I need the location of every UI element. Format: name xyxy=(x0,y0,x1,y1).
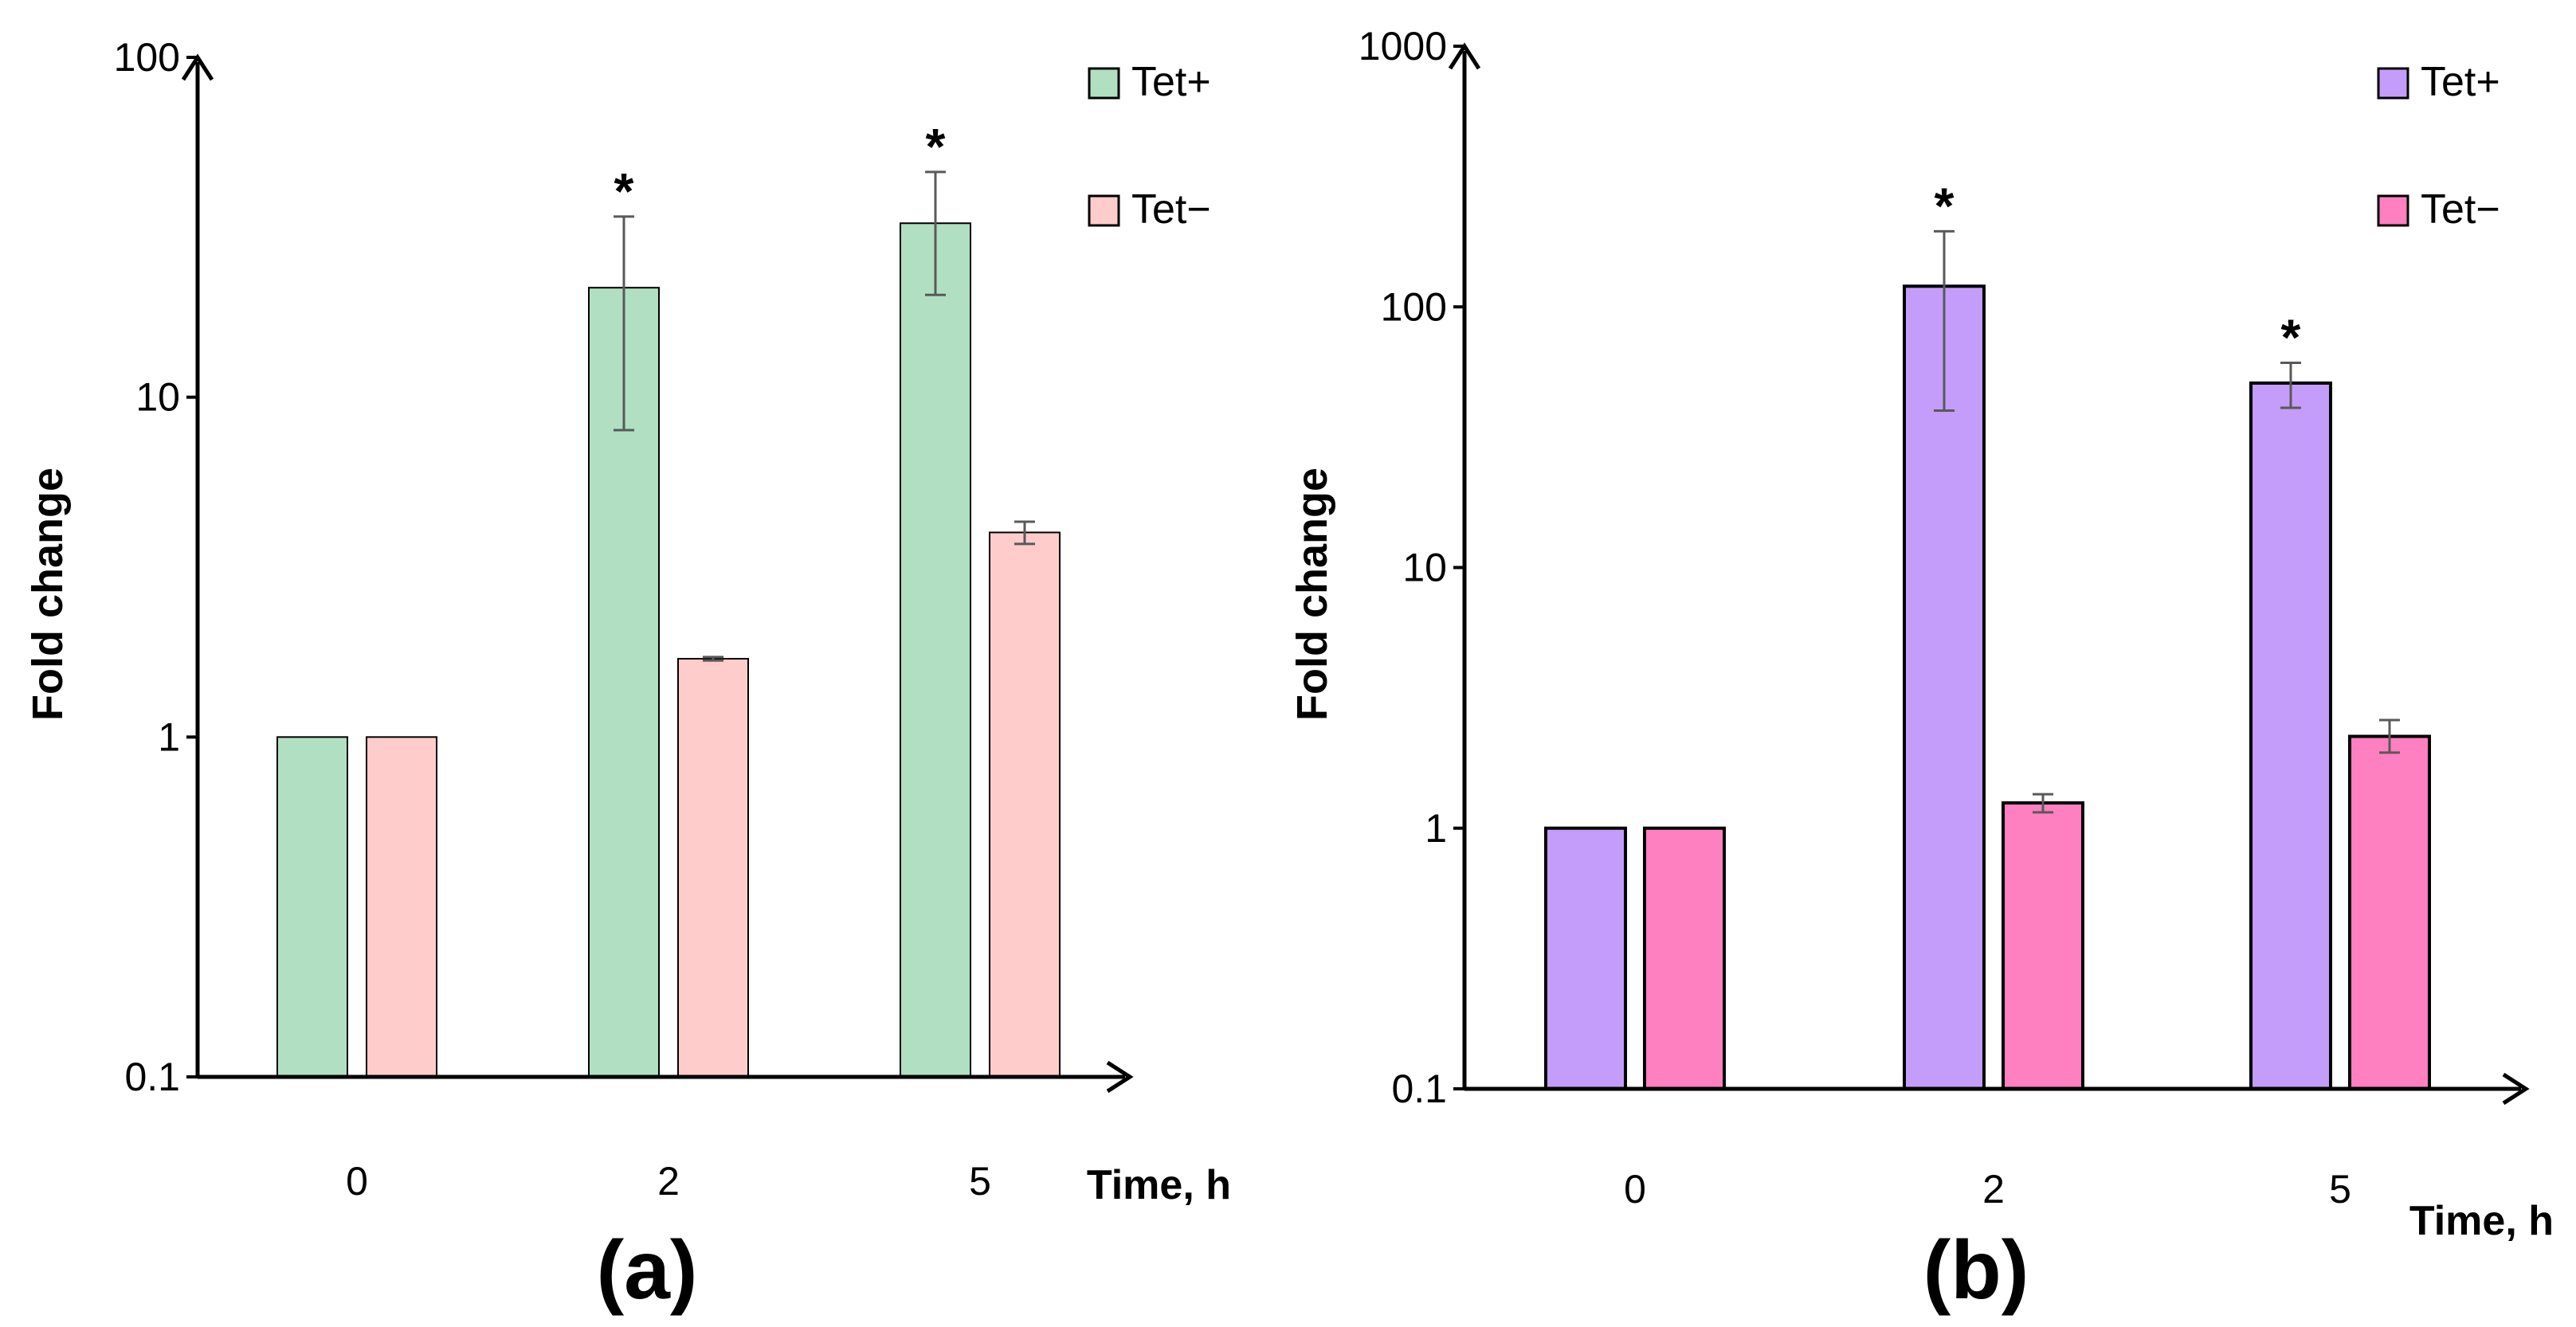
legend-label: Tet− xyxy=(1131,186,1211,233)
bar-Tet−-5 xyxy=(989,531,1061,1078)
y-axis-label: Fold change xyxy=(1288,468,1336,721)
significance-star: * xyxy=(614,162,634,220)
x-axis-label: Time, h xyxy=(1087,1162,1231,1208)
x-tick-label: 0 xyxy=(346,1159,368,1204)
panel-label: (b) xyxy=(1923,1224,2029,1317)
significance-star: * xyxy=(926,118,946,175)
y-axis-label: Fold change xyxy=(24,468,72,721)
chart-panel-b: * * 0.1 1 10 100 1000 0 2 5 Fold change Time, h (b) T… xyxy=(1288,24,2554,1317)
y-tick-label: 0.1 xyxy=(1391,1067,1447,1111)
legend-swatch-Tet− xyxy=(2377,194,2409,227)
chart-panel-a: * * 0.1 1 10 100 0 2 5 Fold change Time, h (a) Tet+ T… xyxy=(24,35,1231,1317)
legend-swatch-Tet+ xyxy=(1088,67,1120,100)
significance-star: * xyxy=(1935,177,1955,234)
bar-Tet−-2 xyxy=(677,658,749,1078)
legend-label: Tet+ xyxy=(1131,59,1211,105)
legend-swatch-Tet+ xyxy=(2377,67,2409,100)
x-axis-label: Time, h xyxy=(2409,1198,2554,1244)
x-tick-label: 2 xyxy=(1982,1167,2005,1212)
x-tick-label: 2 xyxy=(657,1159,680,1204)
significance-star: * xyxy=(2281,309,2301,366)
legend-label: Tet− xyxy=(2421,186,2500,233)
y-tick-label: 10 xyxy=(135,375,180,420)
y-tick-label: 100 xyxy=(114,35,180,80)
x-tick-label: 5 xyxy=(2329,1167,2351,1212)
bar-Tet+-5 xyxy=(2249,381,2332,1091)
panel-label: (a) xyxy=(596,1224,697,1317)
y-tick-label: 1000 xyxy=(1359,24,1447,69)
x-tick-label: 0 xyxy=(1624,1167,1646,1212)
bar-Tet−-0 xyxy=(366,736,437,1078)
bar-Tet+-0 xyxy=(276,736,348,1078)
legend-swatch-Tet− xyxy=(1088,194,1120,227)
bar-Tet+-2 xyxy=(1903,284,1986,1090)
bar-Tet+-0 xyxy=(1544,826,1627,1090)
bar-Tet−-2 xyxy=(2002,801,2084,1090)
bar-Tet+-5 xyxy=(900,222,971,1078)
bar-Tet−-0 xyxy=(1643,826,1726,1090)
y-tick-label: 100 xyxy=(1381,284,1447,329)
x-axis-arrowhead xyxy=(1106,1060,1134,1094)
y-tick-label: 0.1 xyxy=(124,1055,180,1099)
y-tick-label: 10 xyxy=(1402,546,1447,590)
y-tick-label: 1 xyxy=(158,714,180,759)
x-axis-arrowhead xyxy=(2502,1072,2530,1106)
y-tick-label: 1 xyxy=(1425,806,1447,851)
bar-Tet−-5 xyxy=(2348,734,2431,1091)
x-tick-label: 5 xyxy=(969,1159,991,1204)
legend-label: Tet+ xyxy=(2421,59,2500,105)
